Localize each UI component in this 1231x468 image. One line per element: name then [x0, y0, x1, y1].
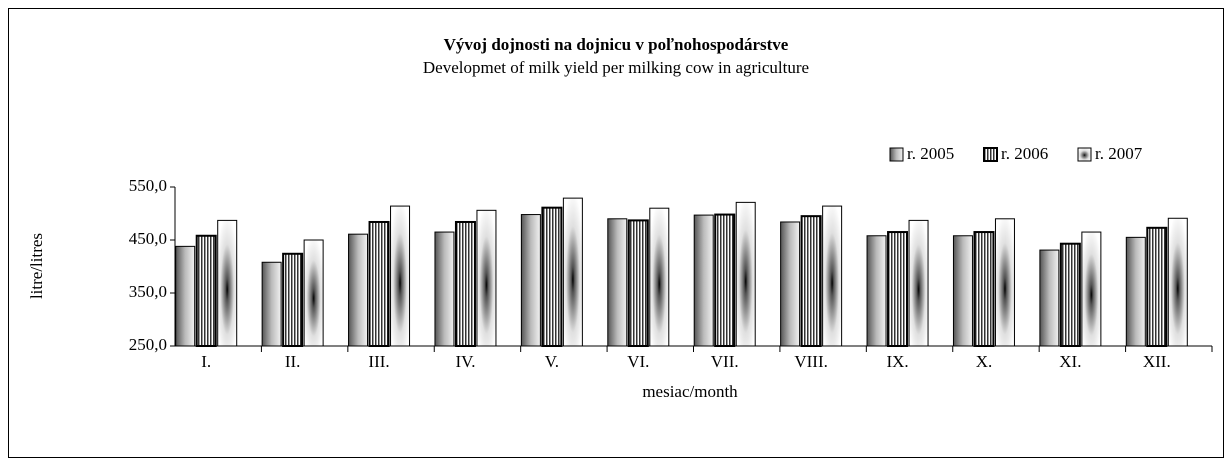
bar	[520, 214, 541, 347]
y-tick-label: 350,0	[129, 282, 167, 301]
x-tick-label: III.	[368, 352, 389, 371]
bar	[693, 214, 714, 347]
bar	[627, 219, 649, 347]
bar	[434, 231, 455, 347]
bar	[1059, 242, 1081, 348]
bar	[1081, 231, 1102, 347]
bar	[780, 221, 801, 347]
bar	[887, 231, 909, 347]
bar	[175, 245, 196, 347]
bar	[735, 201, 756, 347]
x-tick-label: XI.	[1059, 352, 1081, 371]
bar	[261, 261, 282, 347]
legend-swatch	[889, 147, 904, 162]
x-tick-label: VIII.	[794, 352, 828, 371]
chart-title: Vývoj dojnosti na dojnicu v poľnohospodá…	[444, 35, 789, 54]
bar	[541, 206, 563, 347]
bar	[368, 220, 390, 347]
y-axis-label: litre/litres	[27, 233, 46, 299]
legend-label: r. 2006	[1001, 144, 1048, 163]
bar	[454, 220, 476, 347]
bar	[994, 218, 1015, 347]
bar	[908, 219, 929, 347]
x-axis-label: mesiac/month	[642, 382, 738, 401]
bar	[562, 197, 583, 347]
bar	[195, 234, 217, 347]
bar	[649, 207, 670, 347]
bar	[476, 209, 497, 347]
legend-swatch	[983, 147, 998, 162]
y-tick-label: 450,0	[129, 229, 167, 248]
bar	[282, 252, 304, 347]
x-tick-label: VII.	[711, 352, 739, 371]
bar	[973, 231, 995, 347]
x-tick-label: IX.	[886, 352, 908, 371]
legend-label: r. 2007	[1095, 144, 1143, 163]
bar	[348, 233, 369, 347]
x-tick-label: II.	[285, 352, 301, 371]
chart-subtitle: Developmet of milk yield per milking cow…	[423, 58, 809, 77]
bar	[607, 218, 628, 347]
x-tick-label: I.	[201, 352, 211, 371]
bar	[1146, 226, 1168, 347]
x-tick-label: IV.	[455, 352, 475, 371]
y-tick-label: 550,0	[129, 176, 167, 195]
bar	[800, 215, 822, 347]
bar	[217, 219, 238, 347]
bar	[390, 205, 411, 347]
bar	[1125, 236, 1146, 347]
bar	[1039, 249, 1060, 347]
x-tick-label: XII.	[1143, 352, 1171, 371]
bar	[952, 235, 973, 347]
x-tick-label: VI.	[627, 352, 649, 371]
legend-label: r. 2005	[907, 144, 954, 163]
legend-swatch	[1077, 147, 1092, 162]
bar	[866, 235, 887, 347]
x-tick-label: V.	[545, 352, 559, 371]
y-tick-label: 250,0	[129, 335, 167, 354]
bar	[822, 205, 843, 347]
bar	[303, 239, 324, 347]
bar	[1167, 217, 1188, 347]
x-tick-label: X.	[976, 352, 993, 371]
bar	[714, 213, 736, 347]
